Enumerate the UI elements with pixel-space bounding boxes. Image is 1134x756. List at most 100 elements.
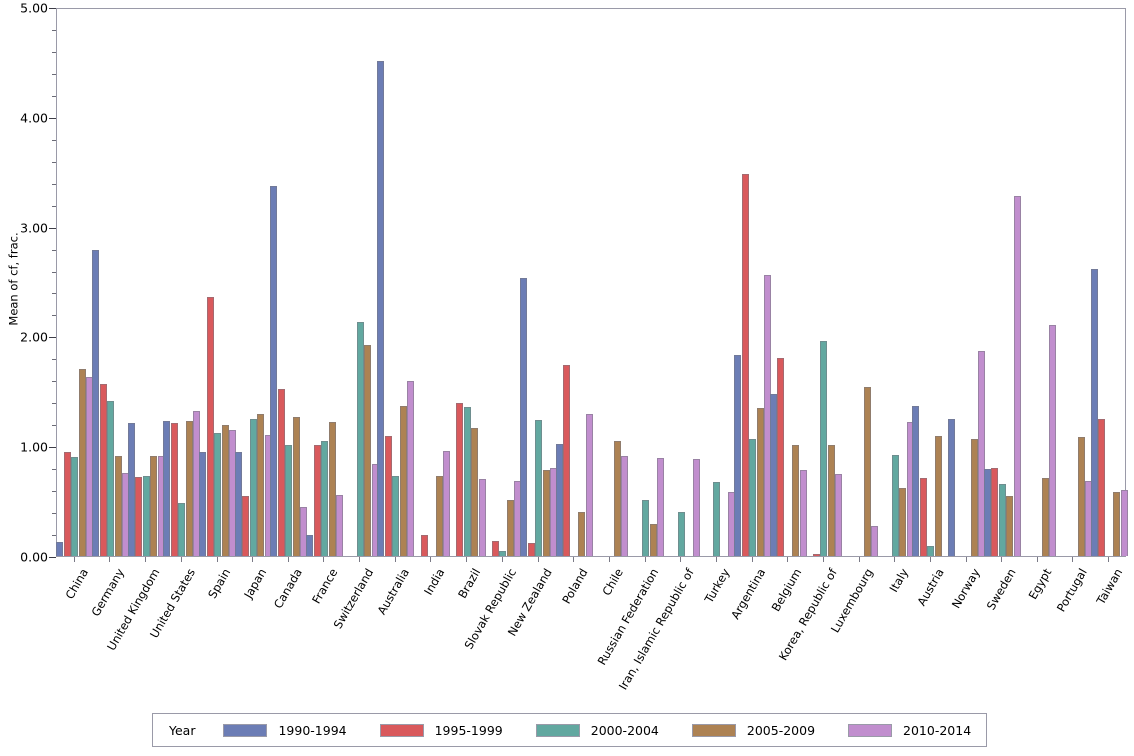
bar[interactable] bbox=[741, 173, 749, 556]
bar[interactable] bbox=[336, 494, 343, 556]
bar[interactable] bbox=[1041, 478, 1049, 556]
bar[interactable] bbox=[178, 503, 186, 556]
bar[interactable] bbox=[328, 422, 336, 556]
bar[interactable] bbox=[150, 456, 158, 556]
bar[interactable] bbox=[585, 414, 593, 556]
bar[interactable] bbox=[777, 358, 785, 556]
bar[interactable] bbox=[499, 550, 507, 556]
bar[interactable] bbox=[835, 473, 843, 556]
bar[interactable] bbox=[970, 438, 978, 556]
legend-entry[interactable]: 2000-2004 bbox=[535, 723, 659, 738]
bar[interactable] bbox=[435, 475, 443, 556]
bar[interactable] bbox=[563, 364, 571, 556]
bar[interactable] bbox=[170, 423, 178, 556]
bar[interactable] bbox=[520, 278, 527, 556]
bar[interactable] bbox=[221, 425, 229, 556]
bar[interactable] bbox=[407, 381, 415, 556]
bar[interactable] bbox=[642, 500, 649, 556]
bar[interactable] bbox=[863, 386, 871, 556]
bar[interactable] bbox=[78, 369, 86, 556]
bar[interactable] bbox=[756, 407, 764, 556]
legend-entry[interactable]: 1995-1999 bbox=[379, 723, 503, 738]
bar[interactable] bbox=[919, 478, 927, 556]
legend-entry[interactable]: 1990-1994 bbox=[223, 723, 347, 738]
bar[interactable] bbox=[820, 340, 828, 556]
bar[interactable] bbox=[99, 383, 107, 556]
bar[interactable] bbox=[277, 389, 285, 556]
bar[interactable] bbox=[92, 249, 99, 556]
bar[interactable] bbox=[114, 456, 122, 556]
bar[interactable] bbox=[621, 456, 629, 556]
bar[interactable] bbox=[491, 540, 499, 556]
bar[interactable] bbox=[1113, 492, 1121, 556]
bar[interactable] bbox=[456, 403, 464, 556]
bar[interactable] bbox=[998, 483, 1006, 556]
bar[interactable] bbox=[871, 526, 878, 556]
bar[interactable] bbox=[948, 418, 955, 556]
bar[interactable] bbox=[306, 535, 313, 556]
bar[interactable] bbox=[135, 476, 143, 556]
bar[interactable] bbox=[899, 487, 907, 556]
bar[interactable] bbox=[749, 438, 756, 556]
bar[interactable] bbox=[1077, 437, 1085, 556]
bar[interactable] bbox=[163, 420, 171, 556]
bar[interactable] bbox=[321, 440, 328, 556]
bar[interactable] bbox=[927, 546, 935, 556]
bar[interactable] bbox=[471, 427, 479, 556]
bar[interactable] bbox=[127, 423, 135, 556]
bar[interactable] bbox=[613, 440, 621, 556]
bar[interactable] bbox=[107, 401, 114, 556]
bar[interactable] bbox=[934, 436, 942, 556]
bar[interactable] bbox=[420, 535, 428, 556]
bar[interactable] bbox=[71, 457, 79, 556]
bar[interactable] bbox=[199, 451, 206, 556]
bar[interactable] bbox=[535, 419, 542, 556]
bar[interactable] bbox=[142, 475, 150, 556]
bar[interactable] bbox=[983, 469, 991, 556]
bar[interactable] bbox=[300, 506, 308, 556]
bar[interactable] bbox=[206, 296, 214, 556]
bar[interactable] bbox=[356, 322, 364, 556]
bar[interactable] bbox=[692, 459, 700, 556]
bar[interactable] bbox=[978, 350, 985, 556]
bar[interactable] bbox=[364, 345, 372, 556]
legend[interactable]: Year 1990-1994 1995-1999 2000-2004 2005-200… bbox=[152, 713, 987, 747]
bar[interactable] bbox=[214, 433, 221, 556]
bar[interactable] bbox=[392, 475, 400, 556]
bar[interactable] bbox=[657, 458, 664, 556]
bar[interactable] bbox=[792, 445, 800, 556]
bar[interactable] bbox=[478, 479, 486, 556]
bar[interactable] bbox=[313, 445, 321, 556]
bar[interactable] bbox=[56, 541, 64, 556]
bar[interactable] bbox=[242, 495, 250, 556]
bar[interactable] bbox=[257, 414, 265, 556]
bar[interactable] bbox=[506, 500, 514, 556]
bar[interactable] bbox=[292, 416, 300, 556]
bar[interactable] bbox=[991, 468, 999, 556]
bar[interactable] bbox=[249, 418, 257, 556]
bar[interactable] bbox=[912, 405, 920, 556]
bar[interactable] bbox=[285, 445, 293, 556]
bar[interactable] bbox=[1090, 269, 1098, 556]
bar[interactable] bbox=[677, 512, 685, 556]
bar[interactable] bbox=[578, 512, 586, 556]
bar[interactable] bbox=[443, 450, 450, 556]
bar[interactable] bbox=[1006, 495, 1014, 556]
bar[interactable] bbox=[463, 406, 471, 556]
bar[interactable] bbox=[827, 445, 835, 556]
bar[interactable] bbox=[812, 553, 820, 556]
bar[interactable] bbox=[1049, 325, 1057, 556]
bar[interactable] bbox=[270, 185, 278, 556]
bar[interactable] bbox=[713, 482, 721, 556]
bar[interactable] bbox=[399, 405, 407, 556]
bar[interactable] bbox=[734, 355, 741, 556]
bar[interactable] bbox=[63, 451, 71, 556]
bar[interactable] bbox=[377, 60, 385, 556]
bar[interactable] bbox=[234, 451, 242, 556]
bar[interactable] bbox=[542, 470, 550, 556]
bar[interactable] bbox=[185, 420, 193, 556]
bar[interactable] bbox=[769, 393, 777, 556]
bar[interactable] bbox=[891, 454, 899, 556]
bar[interactable] bbox=[527, 542, 535, 556]
bar[interactable] bbox=[1013, 195, 1021, 556]
